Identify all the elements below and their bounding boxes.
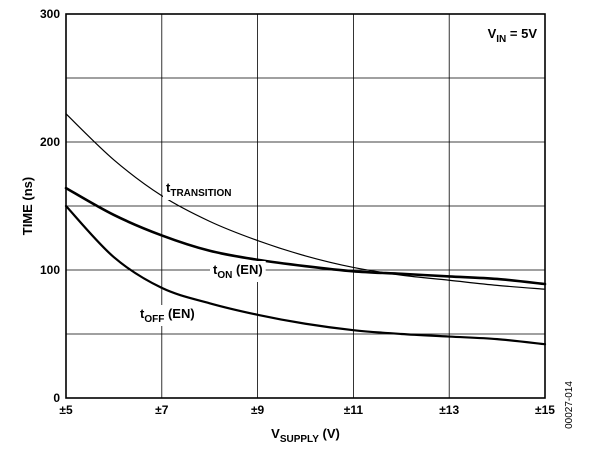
vin-annotation: VIN = 5V [488, 26, 538, 45]
series-label-transition: tTRANSITION [166, 180, 231, 199]
x-axis-title: VSUPPLY (V) [271, 426, 340, 445]
x-tick-label: ±11 [344, 403, 364, 417]
figure-code: 00027-014 [564, 381, 575, 429]
vin-annotation-main: V [488, 26, 497, 41]
series-label-ton: tON (EN) [213, 262, 263, 281]
x-tick-label: ±13 [439, 403, 459, 417]
vin-annotation-sub: IN [496, 34, 506, 45]
series-label-toff-suffix: (EN) [164, 306, 194, 321]
tick-labels: ±5 ±7 ±9 ±11 ±13 ±15 0 100 200 300 [40, 7, 555, 417]
x-tick-label: ±5 [59, 403, 73, 417]
plot-frame [65, 13, 546, 399]
x-axis-title-sub: SUPPLY [280, 434, 319, 445]
series-lines [64, 113, 547, 346]
x-tick-label: ±7 [155, 403, 169, 417]
series-label-bg-transition [163, 179, 235, 200]
series-label-ton-suffix: (EN) [232, 262, 262, 277]
series-label-bg-toff [137, 305, 198, 326]
series-line-t_off [64, 204, 547, 346]
series-label-ton-main: t [213, 262, 218, 277]
x-axis-title-main: V [271, 426, 280, 441]
x-axis-title-suffix: (V) [319, 426, 340, 441]
vin-annotation-suffix: = 5V [506, 26, 537, 41]
series-label-ton-sub: ON [217, 270, 232, 281]
y-tick-label: 100 [40, 263, 60, 277]
y-tick-label: 200 [40, 135, 60, 149]
x-tick-label: ±9 [251, 403, 265, 417]
grid [66, 14, 545, 398]
series-line-t_on [64, 186, 547, 286]
y-tick-label: 0 [53, 391, 60, 405]
series-label-bg-ton [210, 261, 266, 282]
series-label-toff-main: t [140, 306, 145, 321]
series-label-toff-sub: OFF [144, 314, 164, 325]
series-label-toff: tOFF (EN) [140, 306, 195, 325]
y-tick-label: 300 [40, 7, 60, 21]
x-tick-label: ±15 [535, 403, 555, 417]
series-label-transition-sub: TRANSITION [170, 188, 231, 199]
y-axis-title: TIME (ns) [20, 177, 35, 236]
series-line-t_transition [65, 113, 546, 290]
series-labels: tTRANSITION tON (EN) tOFF (EN) [137, 179, 266, 326]
series-label-transition-main: t [166, 180, 171, 195]
